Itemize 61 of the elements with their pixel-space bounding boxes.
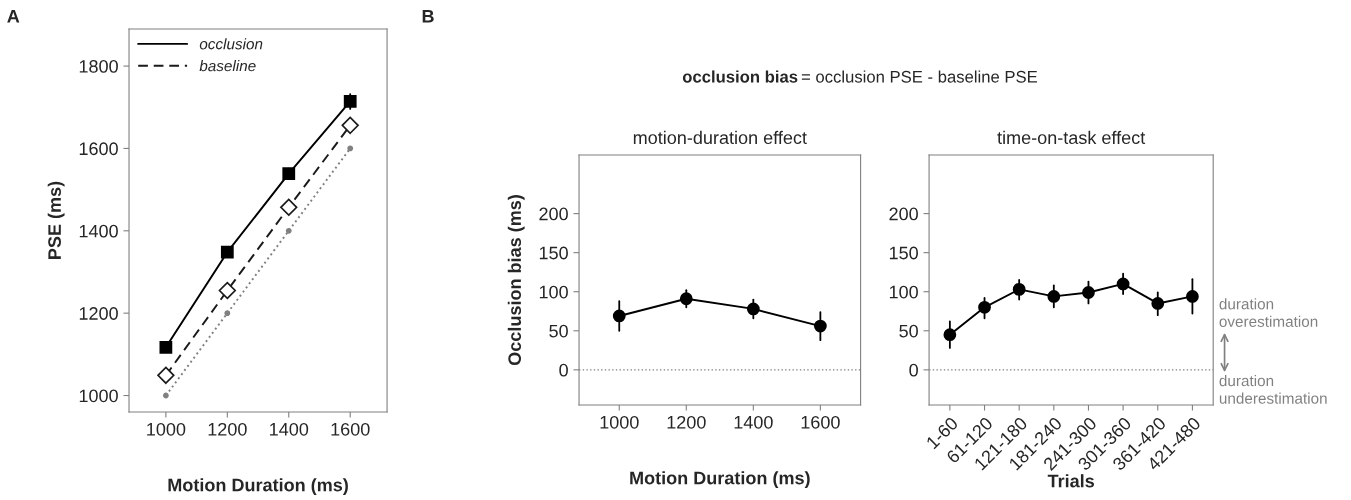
chart-title: time-on-task effect: [997, 130, 1146, 145]
chart-title: motion-duration effect: [633, 130, 807, 145]
point: [1151, 297, 1165, 310]
x-tick-label: 1200: [667, 415, 706, 429]
point: [1047, 290, 1061, 303]
text: A: [7, 10, 20, 23]
x-tick-label: 1400: [270, 422, 309, 436]
point: [159, 340, 173, 354]
point: [813, 319, 827, 333]
y-tick-label: 1000: [79, 389, 118, 403]
point: [282, 167, 296, 180]
point: [285, 227, 292, 234]
y-tick-label: 50: [549, 324, 568, 338]
point: [218, 281, 237, 300]
x-tick-label: 1600: [331, 422, 370, 436]
legend-label: baseline: [199, 60, 256, 72]
point: [1082, 286, 1095, 299]
y-tick-label: 1800: [79, 60, 118, 73]
point: [943, 328, 957, 342]
y-tick-label: 150: [539, 246, 568, 260]
text: = occlusion PSE - baseline PSE: [801, 70, 1038, 83]
x-axis-title: Trials: [1047, 474, 1094, 488]
text: duration underestimation: [1219, 375, 1327, 404]
point: [978, 300, 991, 314]
x-tick-label: 1000: [147, 422, 186, 436]
y-tick-label: 1200: [79, 307, 118, 320]
text: occlusion bias: [682, 70, 798, 83]
point: [220, 245, 234, 259]
y-tick-label: 0: [909, 363, 918, 377]
point: [280, 198, 298, 217]
x-tick-label: 1000: [600, 415, 639, 429]
y-axis-title: Occlusion bias (ms): [507, 195, 525, 366]
point: [341, 116, 359, 135]
point: [746, 302, 760, 316]
legend-label: occlusion: [199, 38, 263, 50]
text: duration overestimation: [1219, 298, 1318, 327]
point: [1012, 282, 1026, 296]
x-tick-label: 1200: [208, 422, 247, 436]
point: [157, 366, 175, 385]
y-axis-title: PSE (ms): [47, 181, 65, 259]
y-tick-label: 0: [559, 363, 568, 377]
x-axis-title: Motion Duration (ms): [168, 478, 348, 495]
y-tick-label: 50: [899, 324, 918, 338]
y-tick-label: 200: [889, 207, 918, 221]
point: [612, 309, 626, 323]
point: [347, 145, 354, 152]
point: [162, 392, 169, 399]
x-axis-title: Motion Duration (ms): [630, 471, 810, 488]
point: [1116, 277, 1130, 291]
point: [224, 310, 231, 317]
y-tick-label: 100: [889, 285, 918, 299]
y-tick-label: 1400: [79, 224, 118, 238]
x-tick-label: 1600: [801, 415, 840, 429]
x-tick-label: 1400: [734, 415, 773, 429]
y-tick-label: 100: [539, 285, 568, 299]
text: B: [422, 10, 434, 23]
point: [1186, 290, 1199, 303]
point: [679, 292, 693, 306]
y-tick-label: 200: [539, 207, 568, 221]
y-tick-label: 150: [889, 246, 918, 260]
y-tick-label: 1600: [79, 142, 118, 156]
